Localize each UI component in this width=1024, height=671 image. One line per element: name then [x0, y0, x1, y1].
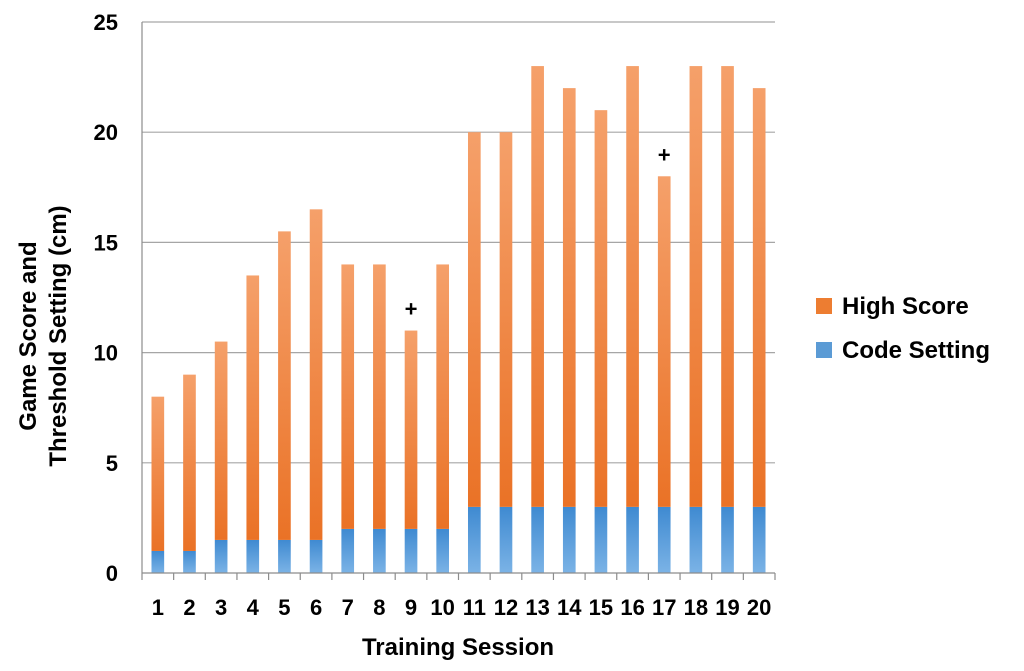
annotations: ++: [405, 142, 671, 321]
bar-high-score: [278, 231, 291, 540]
bar-code-setting: [436, 528, 450, 573]
bar-code-setting: [404, 528, 418, 573]
bar-code-setting: [214, 539, 228, 573]
bar-high-score: [214, 341, 228, 540]
bar-code-setting: [752, 506, 766, 573]
legend-swatch-high-score: [816, 298, 832, 314]
y-tick-label: 15: [94, 230, 118, 255]
bar-code-setting: [499, 506, 513, 573]
legend: High Score Code Setting: [816, 293, 990, 364]
x-tick-label: 18: [684, 595, 708, 620]
bar-code-setting: [467, 506, 481, 573]
bars: [151, 66, 766, 573]
x-tick-label: 1: [152, 595, 164, 620]
bar-code-setting: [562, 506, 576, 573]
bar-code-setting: [594, 506, 608, 573]
bar-high-score: [309, 209, 323, 540]
bar-high-score: [689, 66, 703, 507]
x-tick-label: 5: [278, 595, 290, 620]
bar-code-setting: [183, 550, 196, 573]
y-tick-label: 5: [106, 451, 118, 476]
y-tick-label: 20: [94, 120, 118, 145]
bar-high-score: [657, 176, 671, 507]
gridlines: [142, 21, 775, 464]
x-tick-label: 7: [342, 595, 354, 620]
bar-high-score: [151, 396, 165, 551]
bar-code-setting: [246, 539, 260, 573]
bar-code-setting: [721, 506, 734, 573]
y-axis-title-line-1: Game Score and: [15, 241, 42, 430]
x-tick-label: 19: [715, 595, 739, 620]
x-tick-label: 3: [215, 595, 227, 620]
legend-label-code-setting: Code Setting: [842, 337, 990, 364]
annotation-marker: +: [405, 297, 418, 322]
y-axis-title: Game Score and Threshold Setting (cm): [15, 205, 72, 466]
bar-code-setting: [341, 528, 355, 573]
x-axis-title: Training Session: [362, 634, 554, 661]
bar-code-setting: [531, 506, 544, 573]
bar-high-score: [721, 66, 734, 507]
annotation-marker: +: [658, 142, 671, 167]
x-tick-label: 16: [620, 595, 644, 620]
bar-high-score: [626, 66, 639, 507]
bar-high-score: [752, 88, 766, 507]
bar-high-score: [404, 330, 418, 529]
x-tick-label: 6: [310, 595, 322, 620]
y-tick-label: 10: [94, 341, 118, 366]
bar-high-score: [531, 66, 544, 507]
x-tick-label: 9: [405, 595, 417, 620]
x-tick-label: 11: [463, 595, 486, 620]
bar-code-setting: [626, 506, 639, 573]
x-tick-label: 15: [589, 595, 613, 620]
y-tick-labels: 0 5 10 15 20 25: [94, 10, 118, 586]
bar-high-score: [499, 132, 513, 507]
y-axis-title-line-2: Threshold Setting (cm): [45, 205, 72, 466]
legend-label-high-score: High Score: [842, 293, 969, 320]
bar-code-setting: [151, 550, 165, 573]
legend-swatch-code-setting: [816, 342, 832, 358]
x-tick-label: 13: [525, 595, 549, 620]
bar-code-setting: [657, 506, 671, 573]
x-tick-label: 12: [494, 595, 518, 620]
bar-high-score: [246, 275, 260, 540]
x-tick-label: 2: [183, 595, 195, 620]
x-tick-label: 17: [652, 595, 676, 620]
axes: [141, 22, 776, 580]
bar-high-score: [436, 264, 450, 529]
y-tick-label: 25: [94, 10, 118, 35]
bar-high-score: [594, 110, 608, 507]
x-tick-label: 14: [557, 595, 582, 620]
bar-code-setting: [373, 528, 386, 573]
y-tick-label: 0: [106, 561, 118, 586]
bar-code-setting: [309, 539, 323, 573]
bar-high-score: [183, 374, 196, 551]
x-tick-label: 10: [430, 595, 454, 620]
bar-high-score: [341, 264, 355, 529]
x-tick-labels: 1 2 3 4 5 6 7 8 9 10 11 12 13 14 15 16 17 18 19 20: [152, 595, 772, 620]
x-tick-label: 4: [247, 595, 260, 620]
bar-high-score: [467, 132, 481, 507]
bar-high-score: [373, 264, 386, 529]
bar-code-setting: [689, 506, 703, 573]
bar-code-setting: [278, 539, 291, 573]
x-tick-label: 20: [747, 595, 771, 620]
bar-high-score: [562, 88, 576, 507]
x-tick-label: 8: [373, 595, 385, 620]
